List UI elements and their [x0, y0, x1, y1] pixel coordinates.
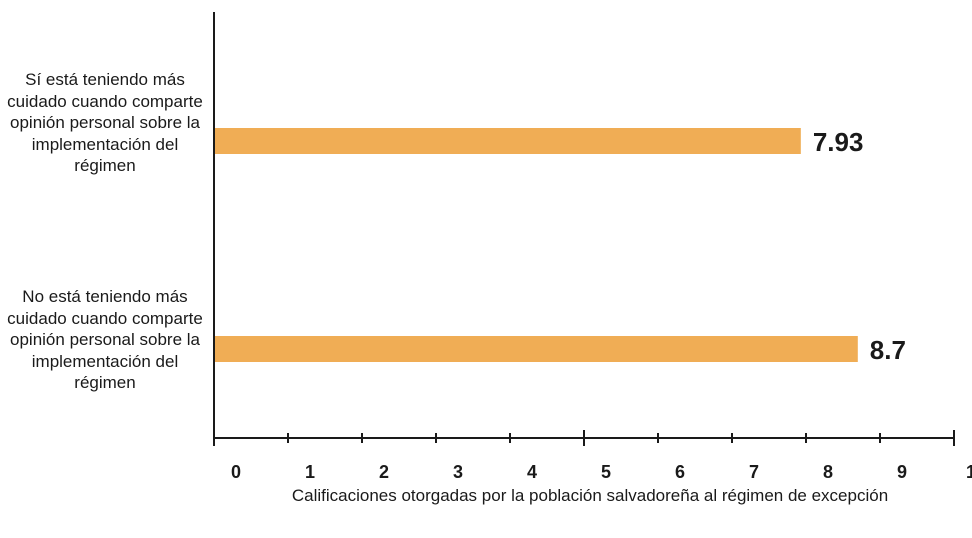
bar-value-label: 7.93 — [813, 127, 864, 157]
x-tick-label: 3 — [453, 462, 463, 482]
x-tick-label: 1 — [305, 462, 315, 482]
bars: 7.93 8.7 — [215, 127, 906, 365]
x-tick-label: 2 — [379, 462, 389, 482]
x-tick-label: 10 — [966, 462, 972, 482]
x-tick-label: 9 — [897, 462, 907, 482]
x-ticks: 0 1 2 3 4 5 6 7 8 9 10 — [213, 430, 972, 482]
x-tick-label: 6 — [675, 462, 685, 482]
bar-value-label: 8.7 — [870, 335, 906, 365]
x-tick-label: 8 — [823, 462, 833, 482]
x-axis-title: Calificaciones otorgadas por la població… — [291, 486, 889, 505]
bar — [215, 336, 858, 362]
x-tick-label: 7 — [749, 462, 759, 482]
x-tick-label: 4 — [527, 462, 537, 482]
x-tick-label: 0 — [231, 462, 241, 482]
x-tick-label: 5 — [601, 462, 611, 482]
category-label: No está teniendo más cuidado cuando comp… — [7, 287, 203, 392]
bar — [215, 128, 801, 154]
category-label: Sí está teniendo más cuidado cuando comp… — [7, 70, 203, 175]
